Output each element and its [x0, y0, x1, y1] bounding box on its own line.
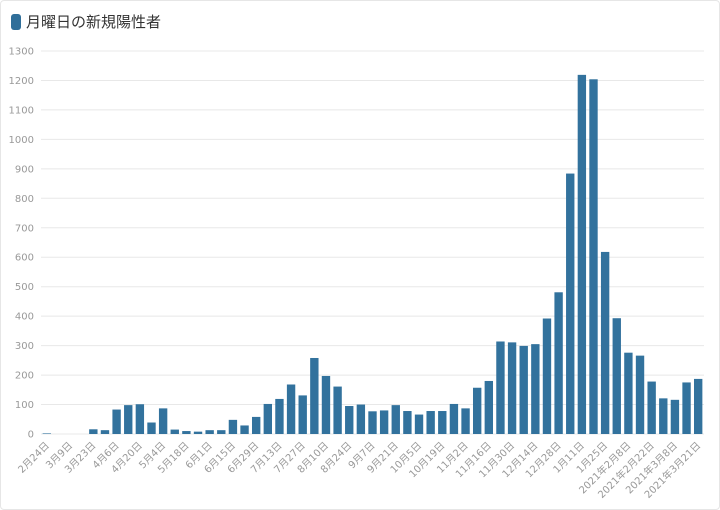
y-tick-label: 400 [15, 312, 34, 323]
y-tick-label: 1300 [9, 47, 34, 58]
y-tick-label: 600 [15, 253, 34, 264]
bar [554, 292, 563, 434]
bar [89, 429, 98, 434]
bar [635, 355, 645, 434]
bar [391, 405, 400, 434]
bar [228, 419, 238, 434]
bar [379, 410, 389, 434]
bar [205, 430, 214, 434]
bar [461, 408, 470, 434]
bar [519, 345, 528, 434]
bar [531, 344, 540, 434]
chart-title-text: 月曜日の新規陽性者 [26, 13, 162, 31]
bar [170, 429, 179, 434]
y-tick-label: 1200 [9, 76, 34, 87]
y-tick-label: 300 [15, 341, 34, 352]
bar [682, 382, 691, 434]
bar [112, 409, 121, 434]
bar [542, 318, 552, 434]
bar [124, 405, 133, 434]
bar [217, 430, 226, 434]
bar [158, 408, 168, 434]
bar [403, 411, 412, 434]
y-tick-label: 500 [15, 282, 34, 293]
y-tick-label: 800 [15, 194, 34, 205]
bar [693, 378, 703, 434]
bar [298, 395, 307, 434]
bar [275, 398, 284, 434]
y-tick-label: 900 [15, 164, 34, 175]
bar [507, 342, 517, 434]
bar [310, 357, 319, 434]
bar [182, 431, 191, 434]
bar [426, 411, 435, 434]
chart-title: 月曜日の新規陽性者 [11, 11, 161, 32]
bar [624, 352, 633, 434]
bar [472, 387, 482, 434]
bar [612, 318, 621, 434]
bar [589, 79, 598, 434]
bar [321, 375, 331, 434]
bar [647, 381, 656, 434]
y-tick-label: 100 [15, 400, 34, 411]
bar [484, 380, 494, 434]
bar [438, 411, 447, 434]
bar [286, 384, 296, 434]
bar [577, 74, 587, 435]
bar [368, 411, 377, 434]
bar [566, 173, 575, 434]
bar [600, 251, 610, 434]
bar [135, 404, 145, 434]
bar [670, 399, 680, 434]
title-marker-icon [11, 13, 21, 30]
y-tick-label: 0 [28, 430, 34, 441]
bar [193, 431, 203, 434]
bar [251, 416, 261, 434]
bar [100, 430, 110, 434]
bar [356, 404, 366, 434]
bar [240, 425, 249, 434]
bar [449, 403, 459, 434]
y-tick-label: 1000 [9, 135, 34, 146]
bar [496, 341, 505, 434]
y-tick-label: 200 [15, 371, 34, 382]
y-tick-label: 700 [15, 223, 34, 234]
bar [147, 422, 156, 434]
bar [333, 386, 342, 434]
x-tick-label: 2月24日 [16, 440, 52, 476]
bar [263, 403, 273, 434]
bar [345, 406, 354, 434]
bar [414, 414, 424, 434]
y-tick-label: 1100 [9, 105, 34, 116]
bar [42, 433, 52, 434]
bar [659, 398, 668, 434]
